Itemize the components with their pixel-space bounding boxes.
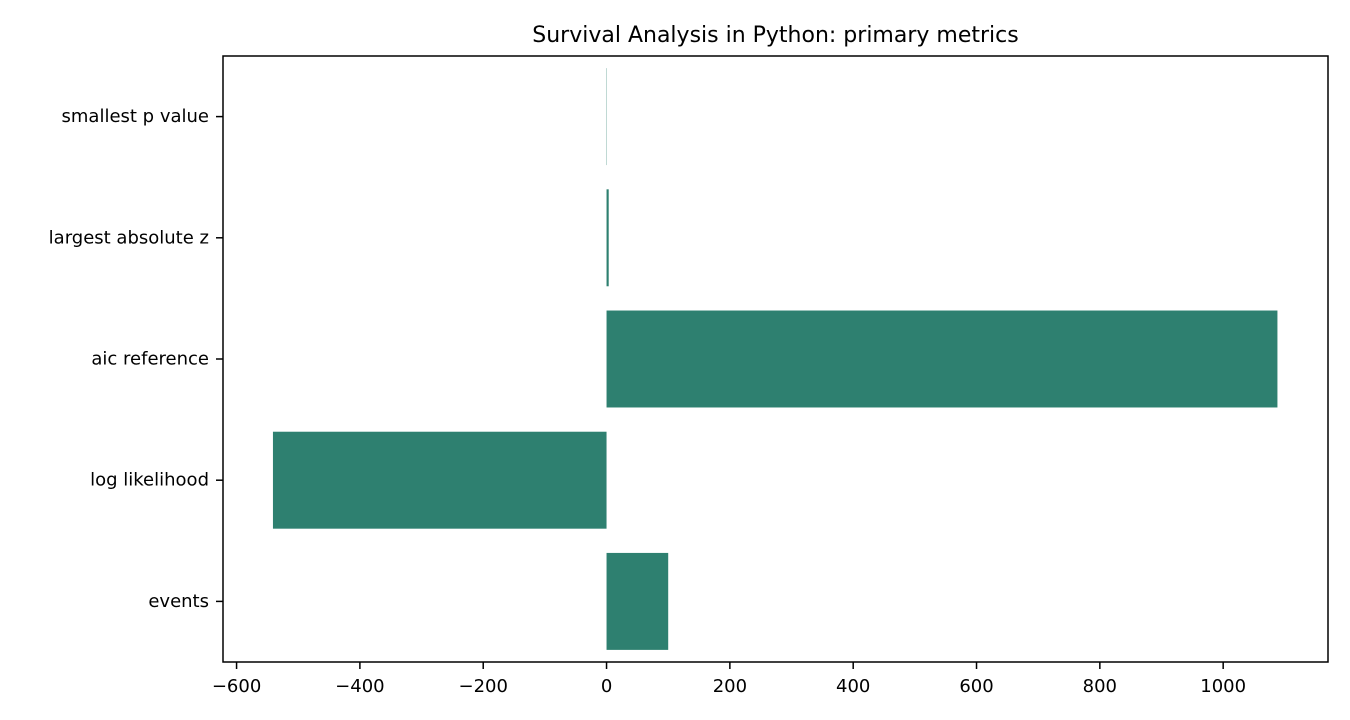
x-tick-label: 200 <box>713 676 747 697</box>
x-tick-label: −600 <box>212 676 261 697</box>
x-tick-label: 400 <box>836 676 870 697</box>
y-tick-label: log likelihood <box>90 470 209 491</box>
y-tick-label: aic reference <box>91 349 209 370</box>
bar-aic-reference <box>606 310 1278 408</box>
x-axis: −600 −400 −200 0 200 400 600 800 1000 <box>212 662 1246 697</box>
x-tick-label: 800 <box>1083 676 1117 697</box>
y-axis: events log likelihood aic reference largest… <box>49 106 223 612</box>
x-tick-label: −400 <box>335 676 384 697</box>
x-tick-label: 0 <box>601 676 612 697</box>
bar-largest-absolute-z <box>606 189 609 287</box>
bar-group <box>272 68 1278 650</box>
chart-title: Survival Analysis in Python: primary met… <box>532 23 1018 48</box>
x-tick-label: 1000 <box>1200 676 1246 697</box>
bar-events <box>606 552 669 650</box>
plot-frame <box>222 55 1329 663</box>
y-tick-label: largest absolute z <box>49 227 209 248</box>
y-tick-label: smallest p value <box>62 106 210 127</box>
x-tick-label: 600 <box>959 676 993 697</box>
y-tick-label: events <box>148 591 209 612</box>
x-tick-label: −200 <box>458 676 507 697</box>
bar-log-likelihood <box>272 431 607 529</box>
